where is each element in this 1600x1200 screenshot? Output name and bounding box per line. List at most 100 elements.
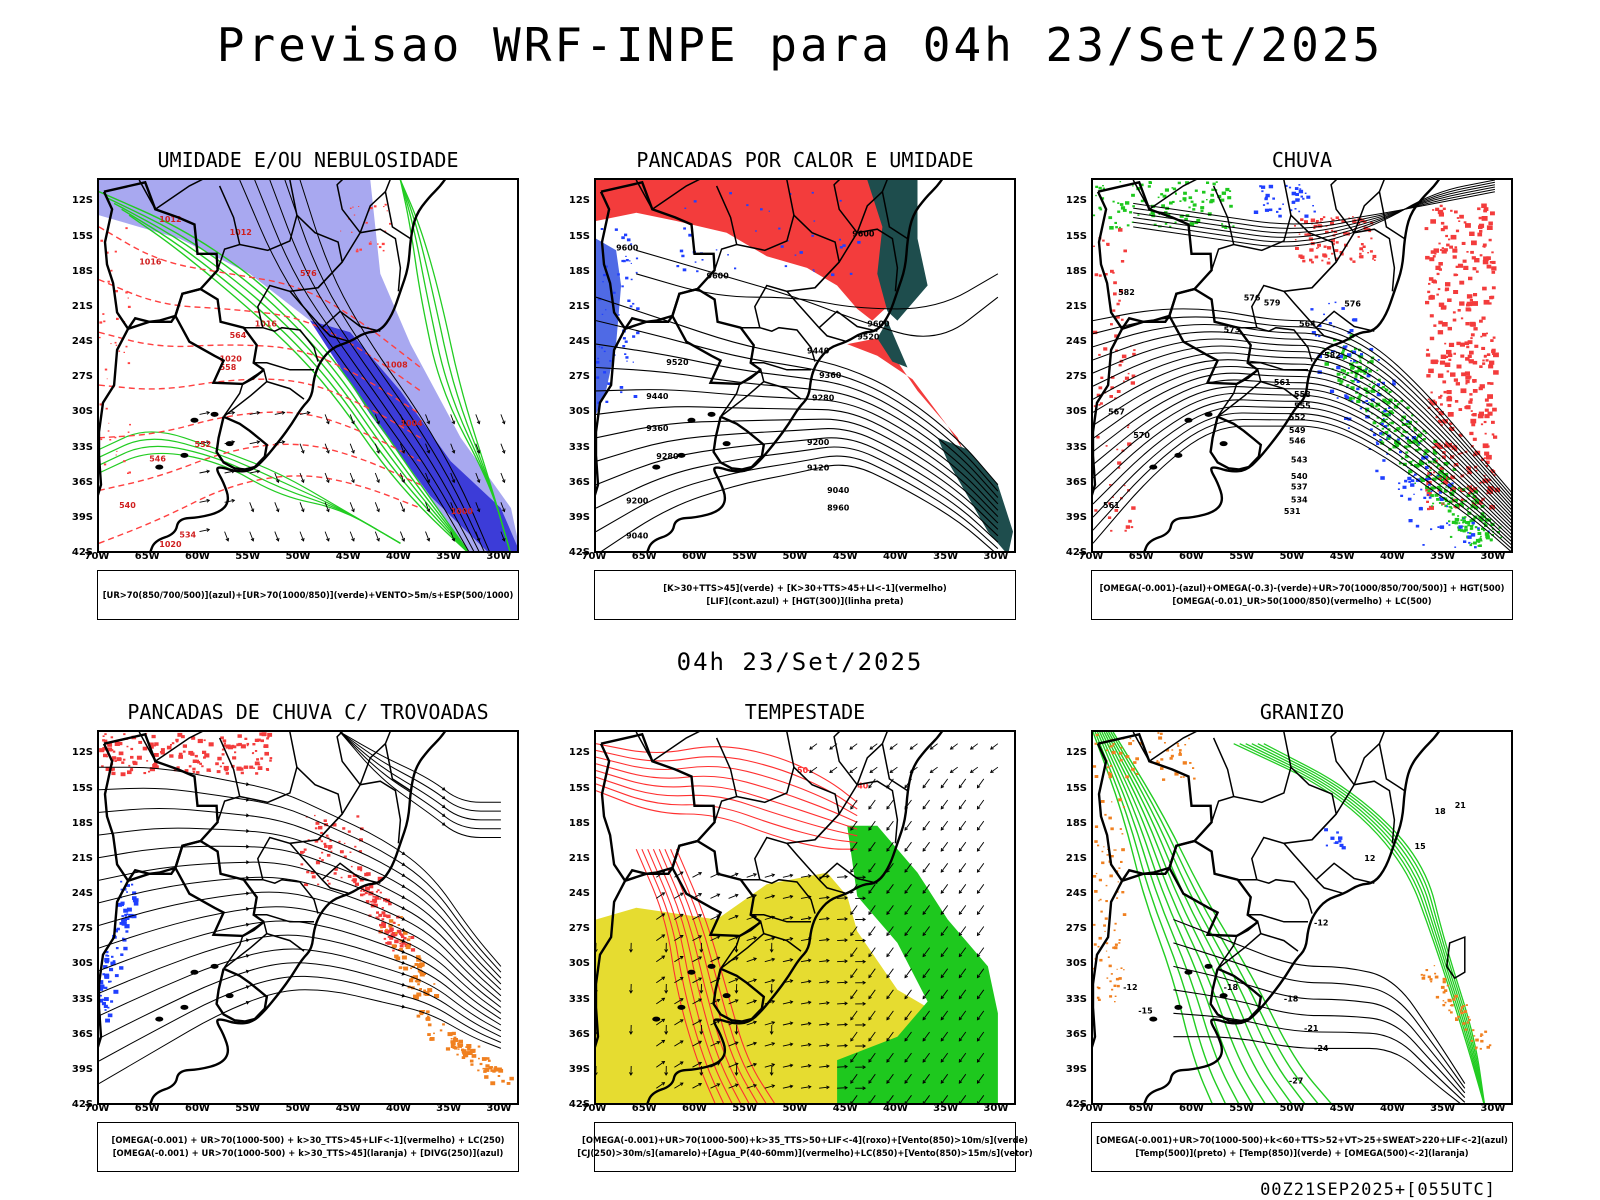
omega-strong — [1140, 199, 1144, 203]
omega500 — [1193, 777, 1196, 780]
hgt300-contour — [596, 437, 999, 537]
omega-strong — [1171, 187, 1174, 189]
wind-vector — [868, 905, 876, 915]
rain-fill — [1309, 248, 1314, 252]
lon-tick-label: 40W — [385, 551, 411, 562]
omega500 — [1110, 855, 1114, 858]
storm-fill — [326, 879, 329, 882]
lat-tick-label: 27S — [71, 371, 93, 383]
rain-fill — [1482, 362, 1486, 365]
omega-strong — [1183, 199, 1187, 202]
border-line — [759, 326, 816, 362]
rain-fill — [1482, 332, 1487, 337]
wind-vector — [922, 784, 927, 789]
wind-vector — [904, 848, 908, 852]
storm-fill — [317, 883, 320, 886]
streamline-arrow — [401, 1004, 406, 1009]
rain-fill — [1482, 286, 1487, 291]
omega-strong — [1454, 517, 1460, 522]
storm-orange — [419, 988, 422, 991]
storm-fill — [386, 914, 391, 919]
water-contour — [596, 790, 858, 850]
omega-strong — [1343, 355, 1348, 359]
omega-strong — [1368, 369, 1372, 373]
lat-tick-label: 42S — [1065, 547, 1087, 558]
storm-orange — [457, 1048, 460, 1050]
wind-vector — [698, 1019, 703, 1024]
wind-vector — [844, 938, 848, 943]
storm-orange — [388, 919, 394, 923]
omega500 — [1122, 913, 1127, 916]
rain-fill — [1483, 474, 1486, 477]
rain-fill — [1359, 255, 1364, 259]
streamline-arrow — [401, 895, 406, 899]
isobar — [239, 180, 470, 551]
rain-fill — [1469, 431, 1474, 436]
omega-strong — [1400, 399, 1404, 403]
omega500 — [1114, 1001, 1116, 1003]
omega-strong — [1489, 539, 1493, 542]
rain-fill — [1440, 403, 1443, 406]
wind-vector — [904, 884, 912, 894]
wind-vector — [746, 979, 757, 984]
lif-speck — [626, 238, 631, 242]
wind-arrow — [351, 479, 355, 484]
wind-arrow — [249, 441, 260, 445]
omega-strong — [1376, 425, 1379, 427]
storm-fill — [215, 762, 219, 766]
omega-weak — [1386, 453, 1389, 455]
omega-strong — [1147, 185, 1151, 188]
border-line — [1209, 967, 1263, 1023]
rain-fill — [1470, 250, 1474, 254]
wind-vector — [746, 873, 757, 878]
omega-strong — [1174, 221, 1177, 224]
storm-fill — [354, 882, 359, 886]
rain-fill — [1484, 398, 1489, 402]
wind-vector — [990, 769, 994, 774]
lon-tick-label: 35W — [1430, 1103, 1456, 1114]
storm-fill — [225, 772, 229, 775]
lif-speck — [600, 346, 603, 349]
wind-vector — [904, 1031, 912, 1042]
divergence — [131, 914, 137, 919]
omega-strong — [1357, 368, 1362, 373]
wind-vector — [661, 976, 666, 981]
rain-fill — [1469, 398, 1473, 401]
lif-speck — [727, 254, 729, 256]
border-line — [719, 368, 765, 418]
border-line — [1283, 842, 1345, 895]
lat-tick-label: 30S — [1065, 406, 1087, 418]
lon-tick-label: 45W — [335, 1103, 361, 1114]
border-line — [635, 732, 696, 806]
rain-fill — [1123, 249, 1127, 253]
wind-vector — [844, 896, 848, 900]
lake-mark — [722, 441, 731, 447]
omega-strong — [1454, 521, 1456, 523]
omega-strong — [1432, 502, 1435, 505]
contour-label: 546 — [149, 454, 166, 463]
omega-strong — [1348, 398, 1353, 402]
rain-speck — [368, 242, 372, 245]
lif-speck — [696, 270, 699, 273]
wind-vector — [674, 1061, 684, 1068]
omega-strong — [1190, 200, 1194, 203]
streamline-arrow — [245, 938, 250, 943]
storm-fill — [347, 830, 351, 833]
rain-fill — [1425, 300, 1430, 305]
wind-vector — [904, 820, 912, 831]
border-line — [262, 878, 319, 914]
lat-tick-label: 24S — [568, 888, 590, 900]
border-line — [713, 765, 841, 881]
wind-vector — [728, 894, 739, 899]
wind-vector — [746, 1063, 757, 1068]
wind-arrow — [199, 529, 210, 533]
rain-fill — [1460, 354, 1465, 358]
rain-speck — [107, 430, 110, 432]
border-line — [596, 866, 673, 1048]
wind-vector — [734, 1072, 739, 1076]
wind-vector — [977, 1095, 985, 1103]
wind-vector — [734, 999, 739, 1003]
contour-label: 18 — [1435, 807, 1447, 816]
omega-weak — [1313, 210, 1316, 213]
wind-vector — [809, 746, 813, 750]
